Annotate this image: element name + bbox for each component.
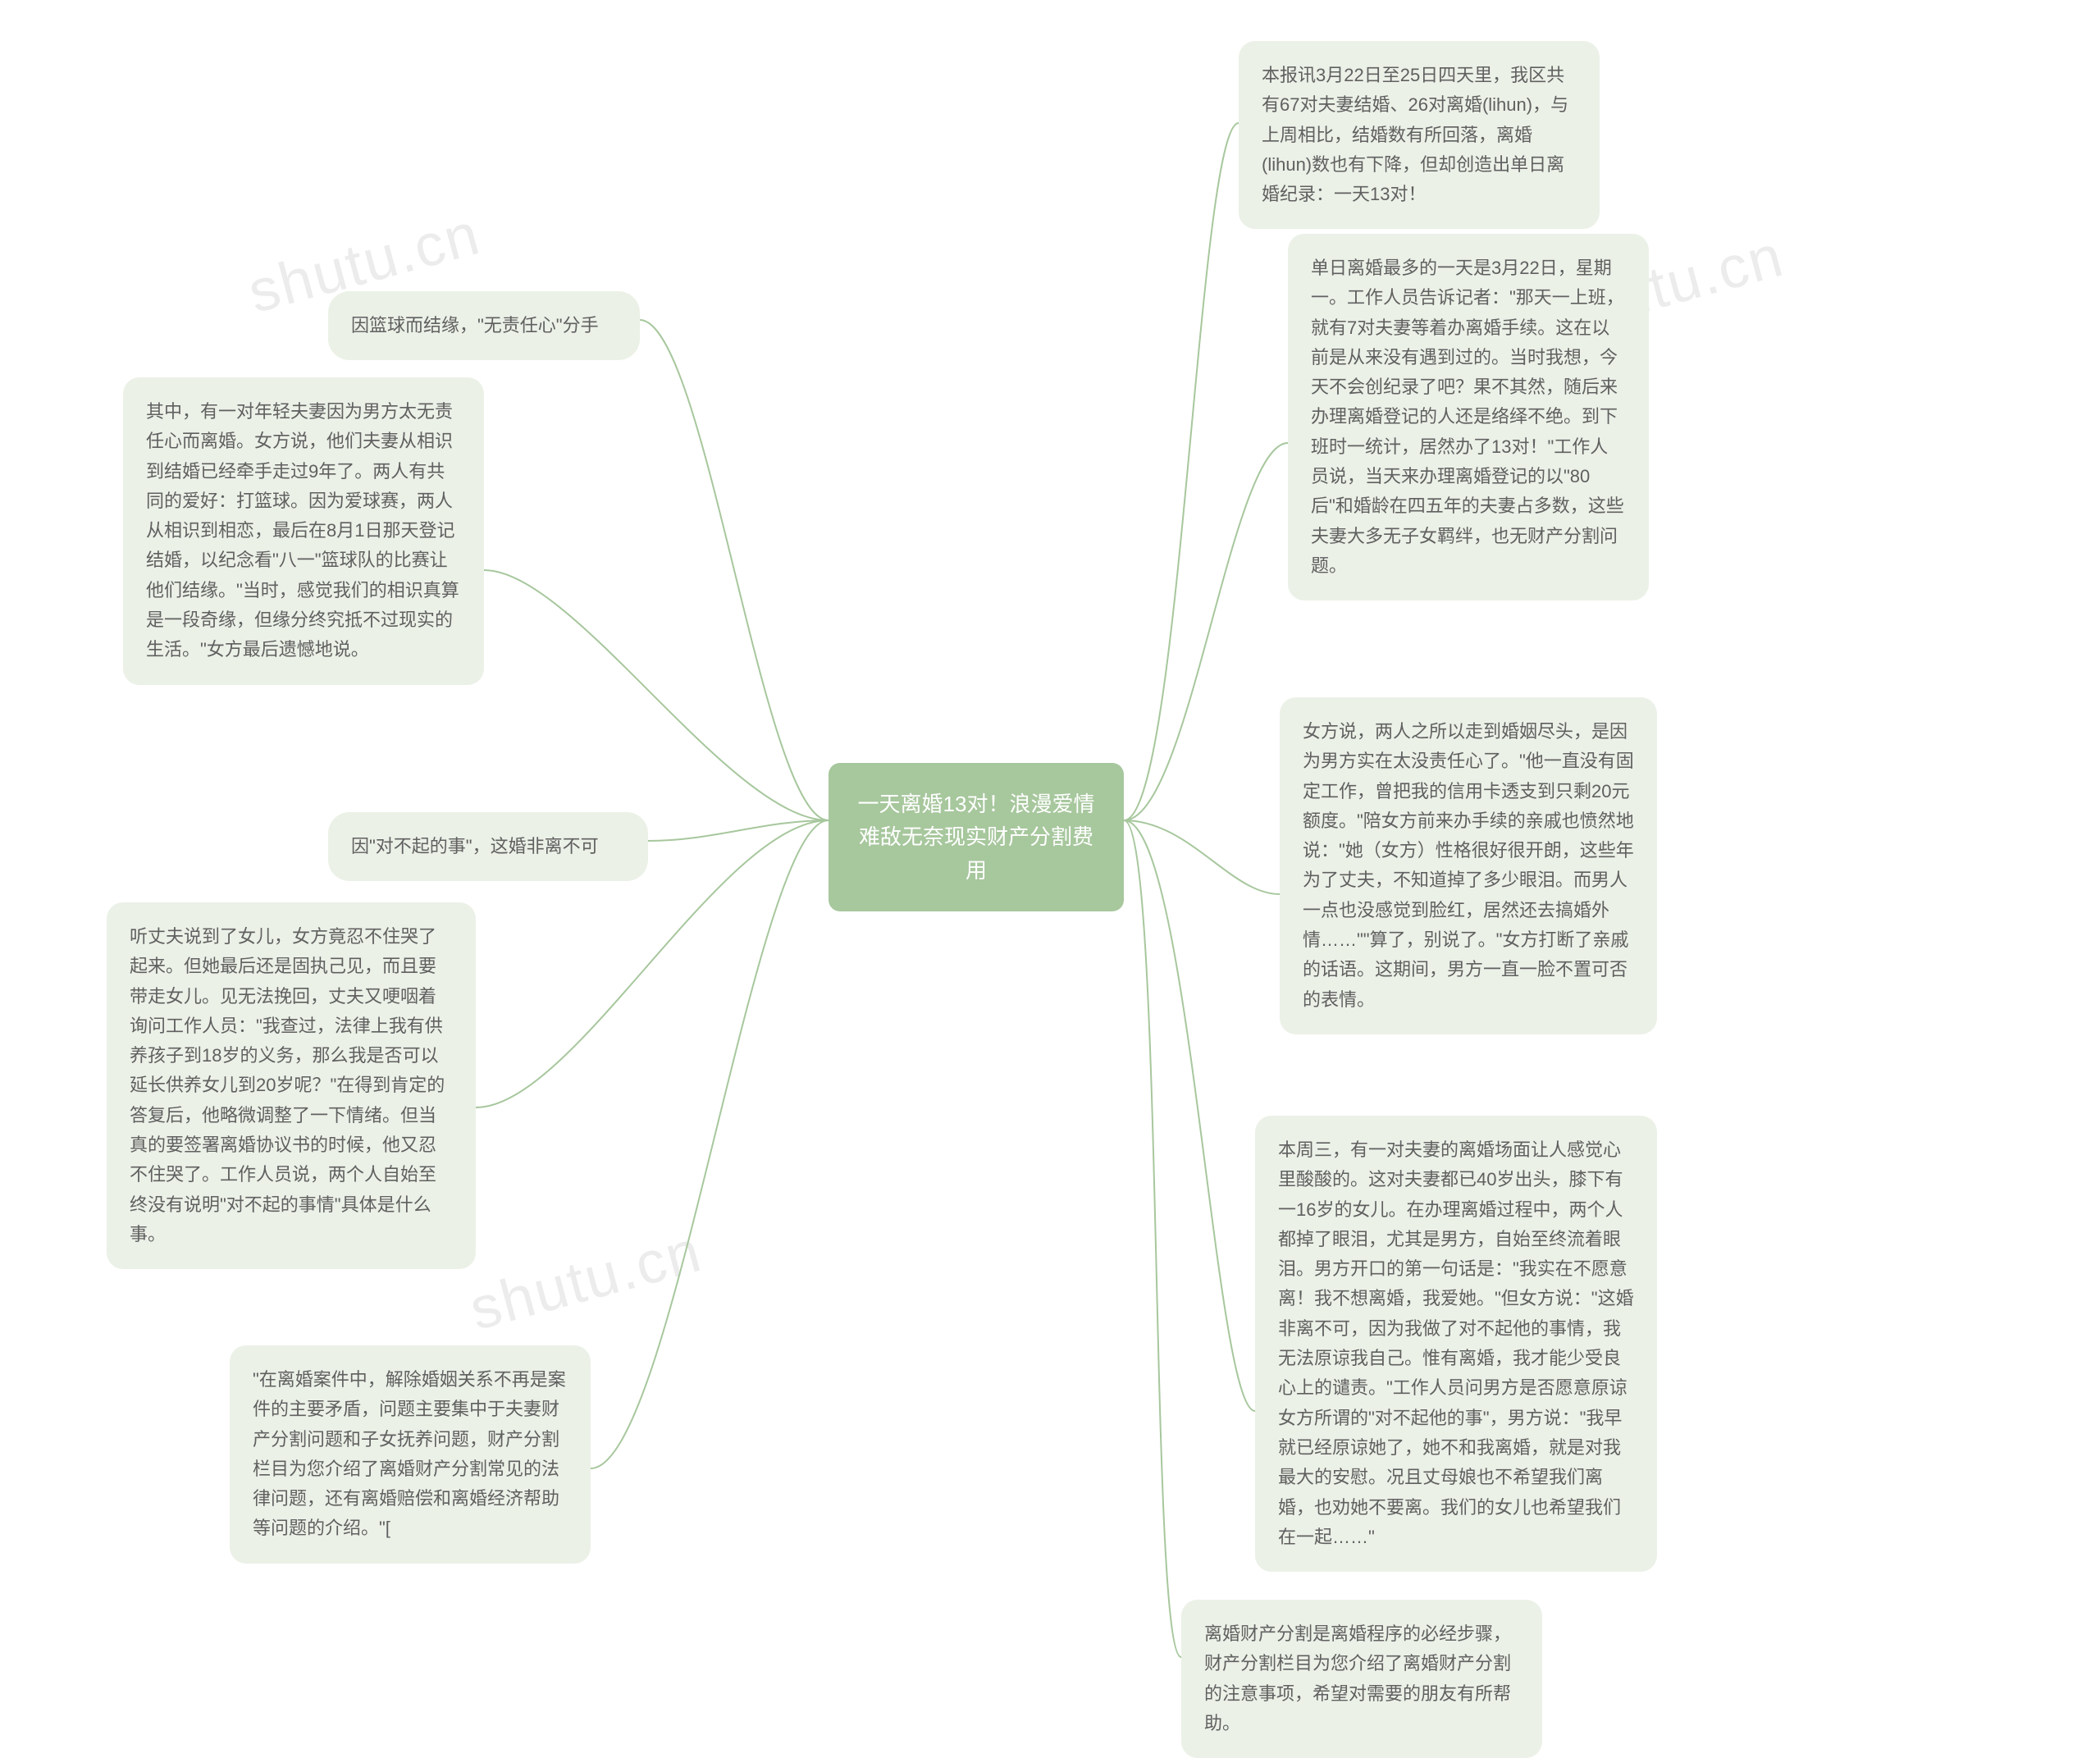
leaf-text: 本报讯3月22日至25日四天里，我区共有67对夫妻结婚、26对离婚(lihun)… [1262, 65, 1568, 204]
watermark: shutu.cn [463, 1217, 709, 1344]
leaf-r1: 本报讯3月22日至25日四天里，我区共有67对夫妻结婚、26对离婚(lihun)… [1239, 41, 1600, 229]
leaf-r4: 本周三，有一对夫妻的离婚场面让人感觉心里酸酸的。这对夫妻都已40岁出头，膝下有一… [1255, 1116, 1657, 1572]
leaf-l1: 因篮球而结缘，"无责任心"分手 [328, 291, 640, 360]
leaf-r5: 离婚财产分割是离婚程序的必经步骤，财产分割栏目为您介绍了离婚财产分割的注意事项，… [1181, 1600, 1542, 1758]
center-topic: 一天离婚13对！浪漫爱情难敌无奈现实财产分割费用 [829, 763, 1124, 911]
leaf-text: 离婚财产分割是离婚程序的必经步骤，财产分割栏目为您介绍了离婚财产分割的注意事项，… [1204, 1623, 1511, 1733]
leaf-text: 女方说，两人之所以走到婚姻尽头，是因为男方实在太没责任心了。"他一直没有固定工作… [1303, 721, 1634, 1010]
leaf-l2: 其中，有一对年轻夫妻因为男方太无责任心而离婚。女方说，他们夫妻从相识到结婚已经牵… [123, 377, 484, 685]
leaf-text: 因"对不起的事"，这婚非离不可 [351, 836, 599, 856]
leaf-l3: 因"对不起的事"，这婚非离不可 [328, 812, 648, 881]
leaf-r2: 单日离婚最多的一天是3月22日，星期一。工作人员告诉记者："那天一上班，就有7对… [1288, 234, 1649, 600]
leaf-r3: 女方说，两人之所以走到婚姻尽头，是因为男方实在太没责任心了。"他一直没有固定工作… [1280, 697, 1657, 1034]
leaf-text: 单日离婚最多的一天是3月22日，星期一。工作人员告诉记者："那天一上班，就有7对… [1311, 258, 1624, 576]
leaf-text: 听丈夫说到了女儿，女方竟忍不住哭了起来。但她最后还是固执己见，而且要带走女儿。见… [130, 926, 445, 1244]
center-topic-text: 一天离婚13对！浪漫爱情难敌无奈现实财产分割费用 [858, 792, 1095, 883]
leaf-l5: "在离婚案件中，解除婚姻关系不再是案件的主要矛盾，问题主要集中于夫妻财产分割问题… [230, 1345, 591, 1564]
leaf-l4: 听丈夫说到了女儿，女方竟忍不住哭了起来。但她最后还是固执己见，而且要带走女儿。见… [107, 902, 476, 1269]
leaf-text: 本周三，有一对夫妻的离婚场面让人感觉心里酸酸的。这对夫妻都已40岁出头，膝下有一… [1278, 1139, 1634, 1547]
leaf-text: 因篮球而结缘，"无责任心"分手 [351, 315, 599, 336]
leaf-text: "在离婚案件中，解除婚姻关系不再是案件的主要矛盾，问题主要集中于夫妻财产分割问题… [253, 1369, 566, 1538]
leaf-text: 其中，有一对年轻夫妻因为男方太无责任心而离婚。女方说，他们夫妻从相识到结婚已经牵… [146, 401, 459, 660]
